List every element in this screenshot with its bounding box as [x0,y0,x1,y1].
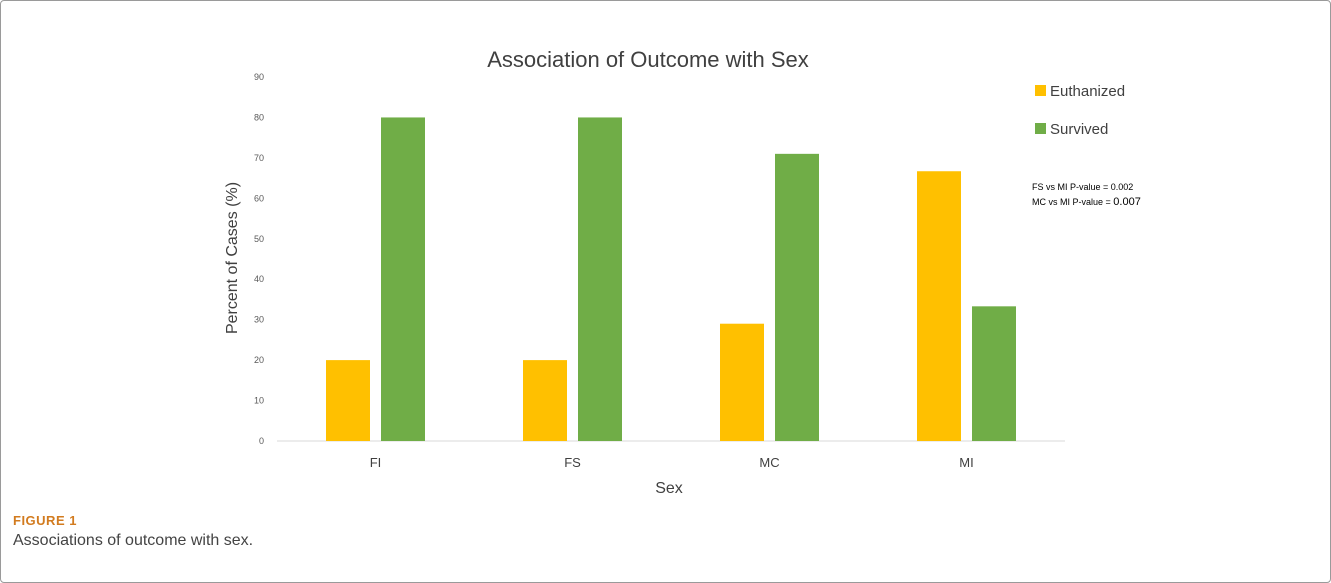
y-tick-label: 10 [254,396,264,406]
annotation-value: 0.007 [1113,196,1141,208]
legend-label-euthanized: Euthanized [1050,83,1125,100]
bar-survived-mi [972,306,1016,441]
legend-label-survived: Survived [1050,121,1108,138]
y-tick-label: 90 [254,72,264,82]
p-value-annotation: FS vs MI P-value = 0.002 [1032,182,1133,192]
p-value-annotations: FS vs MI P-value = 0.002 MC vs MI P-value… [1032,182,1141,208]
x-tick-label: MC [759,455,779,470]
y-tick-label: 70 [254,153,264,163]
bar-euthanized-mi [917,171,961,442]
bar-survived-mc [775,153,819,441]
y-tick-label: 0 [259,436,264,446]
x-tick-labels: FI FS MC MI [370,455,974,470]
y-tick-label: 80 [254,112,264,122]
annotation-label: FS vs MI P-value = [1032,182,1111,192]
bar-survived-fi [381,117,425,441]
y-tick-label: 40 [254,274,264,284]
chart-title: Association of Outcome with Sex [487,47,809,72]
y-tick-label: 50 [254,234,264,244]
x-axis-label: Sex [655,480,683,497]
x-tick-label: FS [564,455,581,470]
p-value-annotation: MC vs MI P-value = 0.007 [1032,196,1141,208]
bar-euthanized-fi [326,360,370,441]
legend-swatch-survived [1035,123,1046,134]
annotation-value: 0.002 [1111,182,1134,192]
y-tick-label: 60 [254,193,264,203]
y-tick-labels: 0 10 20 30 40 50 60 70 80 90 [254,72,264,446]
bar-euthanized-mc [720,323,764,441]
x-tick-label: MI [959,455,973,470]
bar-chart: Association of Outcome with Sex Percent … [224,47,1141,497]
bars [326,117,1016,442]
legend: Euthanized Survived [1035,83,1125,138]
figure-caption: Associations of outcome with sex. [13,532,254,549]
legend-swatch-euthanized [1035,85,1046,96]
figure-label: FIGURE 1 [13,513,77,528]
bar-survived-fs [578,117,622,441]
y-tick-label: 20 [254,355,264,365]
y-tick-label: 30 [254,315,264,325]
y-axis-label: Percent of Cases (%) [224,182,241,334]
annotation-label: MC vs MI P-value = [1032,197,1113,207]
bar-euthanized-fs [523,360,567,441]
x-tick-label: FI [370,455,382,470]
